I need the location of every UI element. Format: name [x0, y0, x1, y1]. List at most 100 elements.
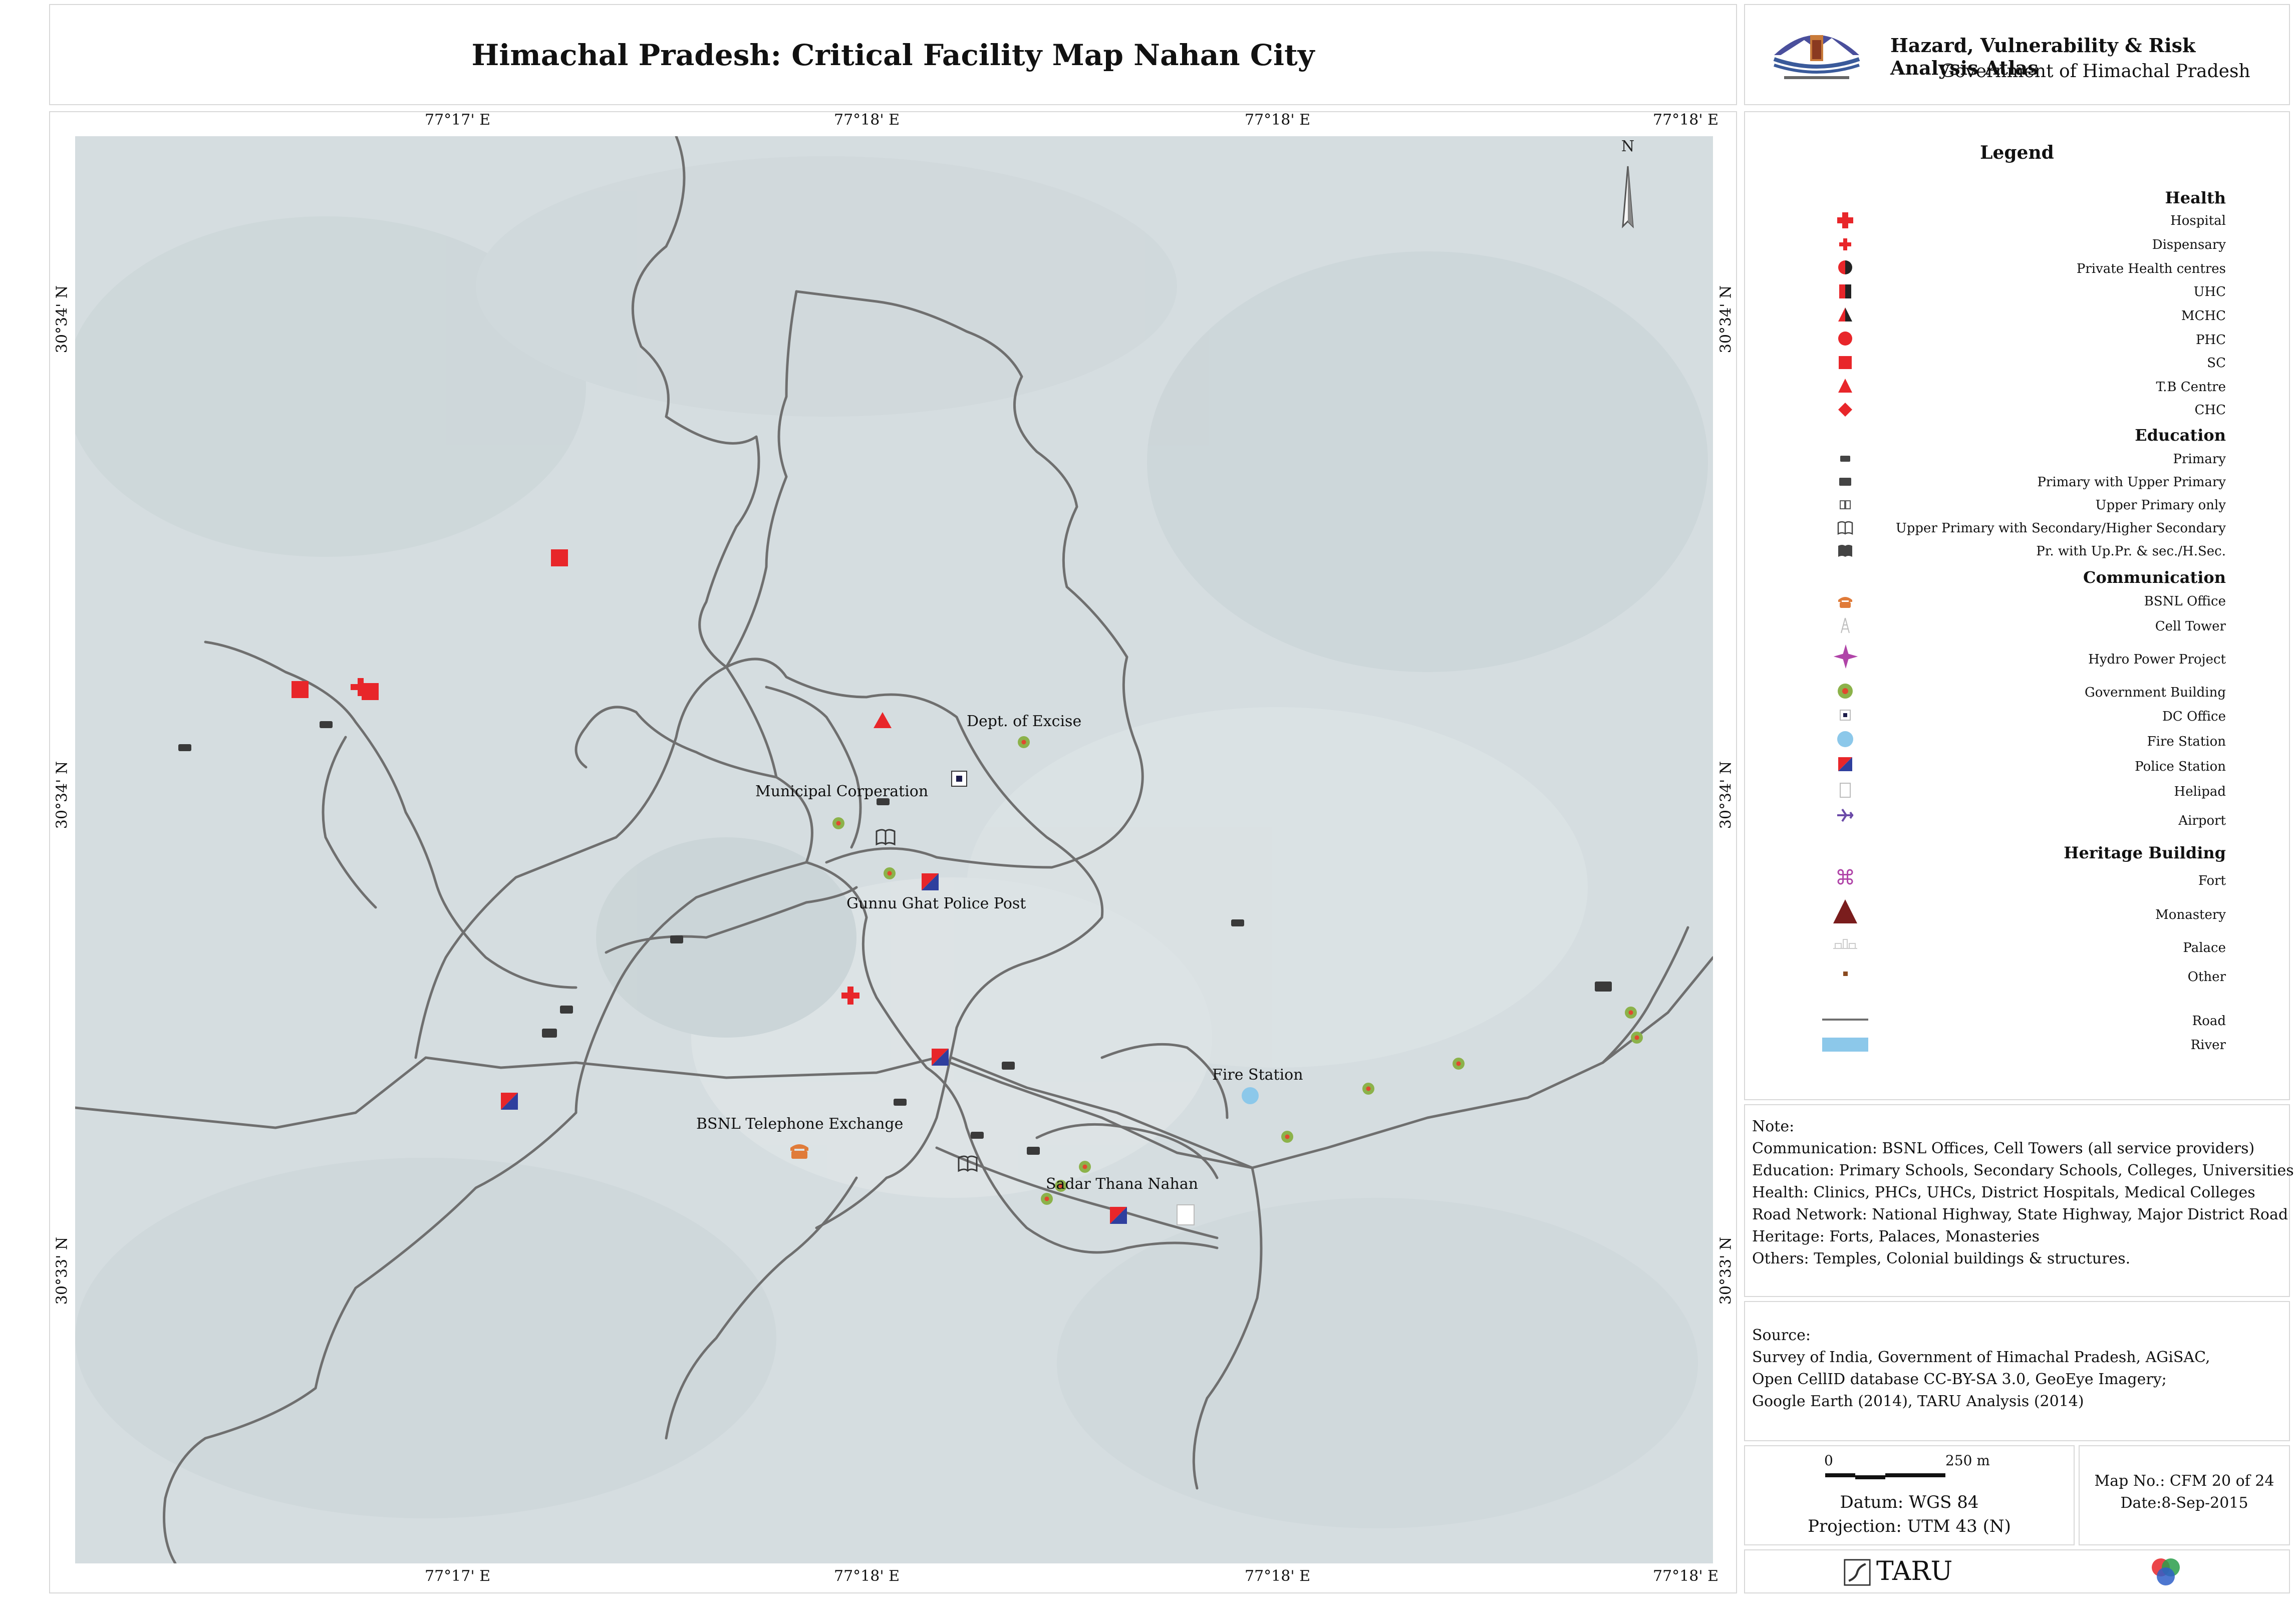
sc-marker[interactable]	[551, 549, 568, 566]
uhc-icon	[1839, 284, 1851, 298]
legend-item-monastery: Monastery	[2155, 907, 2226, 922]
place-label: Fire Station	[1212, 1066, 1303, 1084]
hydro-star-icon	[1833, 644, 1858, 669]
tb-centre-marker[interactable]	[874, 712, 892, 728]
legend-item-tb-centre: T.B Centre	[2156, 380, 2226, 395]
scale-distance: 250 m	[1945, 1452, 1990, 1469]
sc-marker[interactable]	[292, 681, 309, 698]
place-labels: Dept. of Excise Municipal Corperation Gu…	[696, 713, 1303, 1193]
telephone-icon[interactable]	[790, 1144, 808, 1159]
gov-building-marker[interactable]	[1055, 1180, 1067, 1192]
note-line: Road Network: National Highway, State Hi…	[1752, 1206, 2288, 1223]
place-label: Gunnu Ghat Police Post	[846, 895, 1026, 912]
schools	[178, 721, 1612, 1155]
school-marker[interactable]	[1231, 919, 1244, 926]
school-marker[interactable]	[560, 1006, 573, 1014]
logo-panel: TARU	[1744, 1549, 2290, 1593]
police-station-marker[interactable]	[1110, 1207, 1127, 1224]
fire-station-icon	[1837, 731, 1853, 747]
tb-centre-icon	[1838, 379, 1852, 393]
gov-building-marker[interactable]	[1281, 1131, 1293, 1143]
legend-heading-heritage: Heritage Building	[2064, 843, 2226, 862]
hospital-marker[interactable]	[841, 987, 859, 1005]
legend-item-river: River	[2190, 1038, 2226, 1053]
legend-item-helipad: Helipad	[2174, 784, 2226, 799]
book-open-icon[interactable]	[876, 829, 896, 846]
gov-building-marker[interactable]	[1079, 1161, 1091, 1173]
legend-title: Legend	[1980, 142, 2054, 163]
source-line: Open CellID database CC-BY-SA 3.0, GeoEy…	[1752, 1371, 2167, 1388]
place-label: Sadar Thana Nahan	[1046, 1175, 1198, 1193]
legend-item-sc: SC	[2207, 356, 2226, 371]
school-marker[interactable]	[877, 798, 890, 805]
police-station-marker[interactable]	[501, 1093, 518, 1110]
legend-item-hydro: Hydro Power Project	[2088, 652, 2226, 667]
gov-building-marker[interactable]	[1453, 1058, 1465, 1070]
legend-item-fort: Fort	[2198, 873, 2226, 888]
gov-building-marker[interactable]	[1362, 1083, 1374, 1095]
school-marker[interactable]	[320, 721, 333, 728]
taru-logo-icon	[1844, 1559, 1871, 1586]
hospital-marker[interactable]	[351, 678, 371, 696]
legend-item-hospital: Hospital	[2170, 213, 2226, 228]
top-tick-3: 77°18' E	[1245, 111, 1311, 129]
map-date: Date:8-Sep-2015	[2120, 1494, 2248, 1512]
helipad-icon[interactable]	[1177, 1204, 1195, 1225]
source-line: Google Earth (2014), TARU Analysis (2014…	[1752, 1393, 2084, 1410]
legend-item-pr-up-sec: Pr. with Up.Pr. & sec./H.Sec.	[2036, 544, 2226, 559]
legend-item-dc-office: DC Office	[2162, 709, 2226, 724]
school-marker[interactable]	[1027, 1147, 1040, 1155]
gov-building-marker[interactable]	[1625, 1007, 1637, 1019]
bottom-tick-1: 77°17' E	[425, 1567, 491, 1585]
school-marker[interactable]	[971, 1132, 984, 1139]
airport-icon	[1837, 808, 1854, 822]
legend-panel: Legend Health Hospital Dispensary Privat…	[1744, 111, 2290, 1100]
source-panel: Source: Survey of India, Government of H…	[1744, 1301, 2290, 1441]
fire-station-marker[interactable]	[1242, 1087, 1259, 1104]
dc-office-marker[interactable]	[951, 771, 967, 787]
police-station-marker[interactable]	[932, 1049, 949, 1066]
scale-bar	[1825, 1473, 1945, 1479]
legend-item-other: Other	[2187, 969, 2226, 985]
school-marker[interactable]	[542, 1029, 557, 1038]
taru-wordmark: TARU	[1876, 1556, 1953, 1586]
note-line: Communication: BSNL Offices, Cell Towers…	[1752, 1140, 2255, 1157]
datum-label: Datum: WGS 84	[1840, 1492, 1979, 1512]
school-marker[interactable]	[1595, 982, 1612, 992]
himachal-pradesh-emblem	[1773, 35, 1860, 79]
bottom-tick-4: 77°18' E	[1653, 1567, 1719, 1585]
left-tick-1: 30°34' N	[53, 285, 71, 354]
school-marker[interactable]	[178, 744, 191, 751]
school-marker[interactable]	[1002, 1062, 1015, 1070]
bottom-tick-3: 77°18' E	[1245, 1567, 1311, 1585]
top-tick-1: 77°17' E	[425, 111, 491, 129]
road-line-icon	[1822, 1019, 1868, 1021]
right-tick-3: 30°33' N	[1717, 1236, 1735, 1305]
legend-item-gov-building: Government Building	[2084, 685, 2226, 700]
helipad-icon	[1840, 783, 1851, 798]
legend-item-private-health: Private Health centres	[2076, 261, 2226, 276]
school-marker[interactable]	[670, 935, 683, 943]
gov-building-marker[interactable]	[832, 817, 844, 829]
police-station-marker[interactable]	[922, 873, 939, 890]
map-title: Himachal Pradesh: Critical Facility Map …	[471, 38, 1315, 72]
book-markers	[876, 829, 978, 1172]
gov-building-marker[interactable]	[1018, 736, 1030, 748]
gov-building-icon	[1838, 684, 1853, 699]
legend-item-upper-primary-only: Upper Primary only	[2095, 498, 2226, 513]
note-panel: Note: Communication: BSNL Offices, Cell …	[1744, 1104, 2294, 1297]
legend-item-palace: Palace	[2183, 940, 2226, 955]
scale-zero: 0	[1824, 1452, 1833, 1469]
atlas-subtitle: Government of Himachal Pradesh	[1940, 61, 2250, 82]
health-facilities	[292, 549, 892, 1005]
book-open-icon[interactable]	[958, 1155, 978, 1172]
gov-building-marker[interactable]	[884, 867, 896, 879]
place-label: Dept. of Excise	[967, 713, 1081, 730]
gov-building-marker[interactable]	[1631, 1032, 1643, 1044]
road-network	[75, 136, 1713, 1563]
gov-building-marker[interactable]	[1041, 1193, 1053, 1205]
school-marker[interactable]	[894, 1099, 907, 1106]
source-line: Survey of India, Government of Himachal …	[1752, 1349, 2210, 1366]
telephone-icon	[1838, 597, 1852, 608]
sc-icon	[1839, 356, 1852, 369]
